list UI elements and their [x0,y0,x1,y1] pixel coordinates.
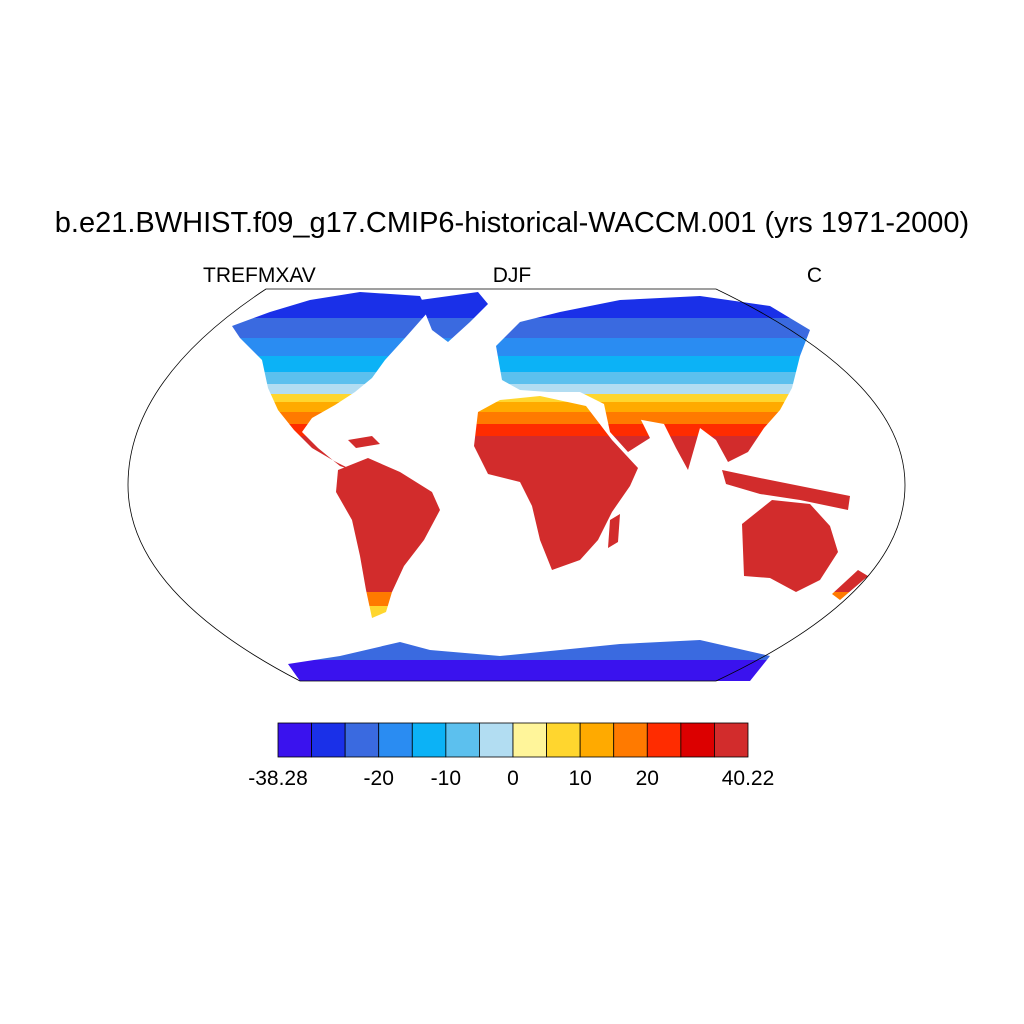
colorbar-label: 20 [636,767,659,790]
colorbar-box [579,722,615,758]
temperature-band [232,436,868,592]
colorbar-box [277,722,312,758]
temperature-band [232,338,868,356]
temperature-band [232,660,868,681]
colorbar-label: 10 [568,767,591,790]
colorbar-label: -20 [364,767,394,790]
temperature-band [232,592,868,606]
colorbar: -38.28 -20 -10 0 10 20 40.22 [248,722,775,790]
colorbar-box [411,722,447,758]
colorbar-box [344,722,380,758]
colorbar-label: -38.28 [248,767,308,790]
temperature-band [232,606,868,625]
colorbar-box [680,722,715,758]
temperature-band [232,394,868,402]
map-title: b.e21.BWHIST.f09_g17.CMIP6-historical-WA… [55,207,969,239]
colorbar-box [378,722,413,758]
temperature-band [232,625,868,660]
temperature-band [232,356,868,372]
colorbar-box [311,722,346,758]
variable-label: TREFMXAV [203,264,316,287]
colorbar-label: 0 [507,767,519,790]
colorbar-box [445,722,480,758]
temperature-band [232,412,868,424]
temperature-band [232,292,868,318]
season-label: DJF [493,264,532,287]
temperature-band [232,402,868,412]
colorbar-box [479,722,514,758]
temperature-band [232,424,868,436]
map-frame [127,288,906,682]
land-field [232,292,868,681]
colorbar-box [714,722,749,758]
temperature-band [232,372,868,384]
temperature-band [232,384,868,394]
temperature-band [232,318,868,338]
colorbar-box [646,722,682,758]
units-label: C [807,264,822,287]
colorbar-box [512,722,547,758]
colorbar-label: -10 [431,767,461,790]
colorbar-box [546,722,581,758]
colorbar-label: 40.22 [722,767,775,790]
colorbar-box [613,722,648,758]
